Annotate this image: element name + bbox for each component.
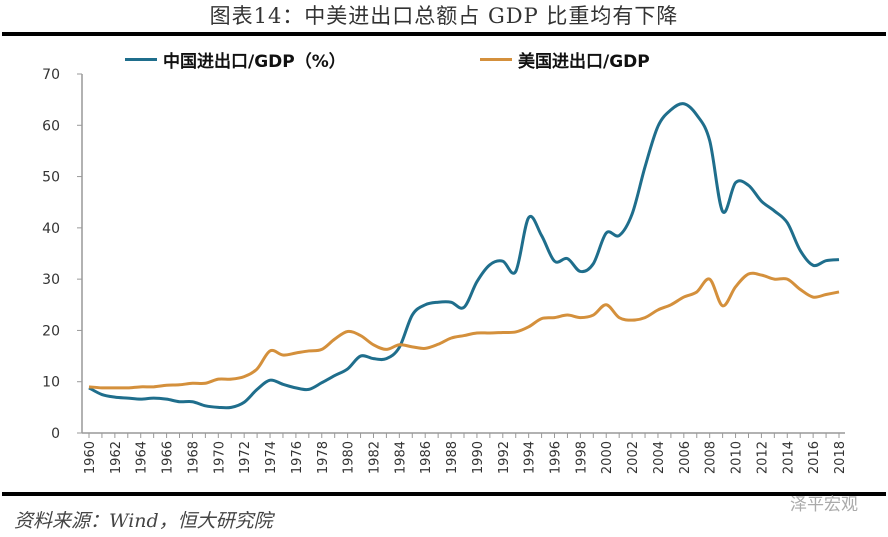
x-tick-label: 1968 (186, 441, 201, 474)
legend-item-us: 美国进出口/GDP (480, 47, 650, 72)
x-tick-label: 1966 (161, 441, 176, 474)
x-tick-label: 1960 (83, 441, 98, 474)
x-tick-label: 1998 (574, 441, 589, 474)
y-tick-label: 70 (42, 67, 60, 83)
y-tick-label: 50 (42, 170, 60, 186)
x-tick-label: 2014 (781, 441, 796, 474)
x-tick-label: 2000 (600, 441, 615, 474)
x-tick-label: 1994 (523, 441, 538, 474)
x-tick-label: 1962 (109, 441, 124, 474)
china-trade-gdp-line (88, 102, 840, 410)
x-tick-label: 1978 (316, 441, 331, 474)
x-tick-label: 1990 (471, 441, 486, 474)
y-tick-label: 30 (42, 272, 60, 288)
x-tick-label: 1996 (549, 441, 564, 474)
x-tick-label: 1964 (135, 441, 150, 474)
legend-swatch-us (480, 58, 512, 61)
y-tick-label: 60 (42, 118, 60, 134)
legend-label-china: 中国进出口/GDP（%） (163, 52, 346, 72)
x-tick-label: 1970 (212, 441, 227, 474)
figure-title: 图表14：中美进出口总额占 GDP 比重均有下降 (209, 4, 679, 28)
x-tick-label: 2004 (652, 441, 667, 474)
x-tick-label: 1982 (367, 441, 382, 474)
x-tick-label: 1986 (419, 441, 434, 474)
x-tick-label: 1988 (445, 441, 460, 474)
x-tick-label: 2012 (755, 441, 770, 474)
x-tick-label: 1984 (393, 441, 408, 474)
us-trade-gdp-line (88, 271, 840, 390)
source-note: 资料来源：Wind，恒大研究院 (14, 510, 273, 532)
x-tick-label: 1980 (342, 441, 357, 474)
legend-swatch-china (125, 58, 157, 61)
x-tick-label: 2018 (833, 441, 848, 474)
x-tick-label: 2002 (626, 441, 641, 474)
bottom-rule (2, 492, 886, 496)
legend-item-china: 中国进出口/GDP（%） (125, 47, 346, 72)
x-tick-label: 2008 (704, 441, 719, 474)
x-tick-label: 1976 (290, 441, 305, 474)
x-tick-label: 2006 (678, 441, 693, 474)
x-tick-label: 1974 (264, 441, 279, 474)
legend-label-us: 美国进出口/GDP (518, 52, 650, 72)
y-tick-label: 0 (51, 426, 60, 442)
x-tick-label: 2016 (807, 441, 822, 474)
x-tick-label: 2010 (730, 441, 745, 474)
watermark: 泽平宏观 (790, 495, 858, 515)
y-tick-label: 10 (42, 375, 60, 391)
x-tick-label: 1992 (497, 441, 512, 474)
top-rule (2, 32, 886, 36)
y-tick-label: 40 (42, 221, 60, 237)
x-tick-label: 1972 (238, 441, 253, 474)
y-tick-label: 20 (42, 323, 60, 339)
